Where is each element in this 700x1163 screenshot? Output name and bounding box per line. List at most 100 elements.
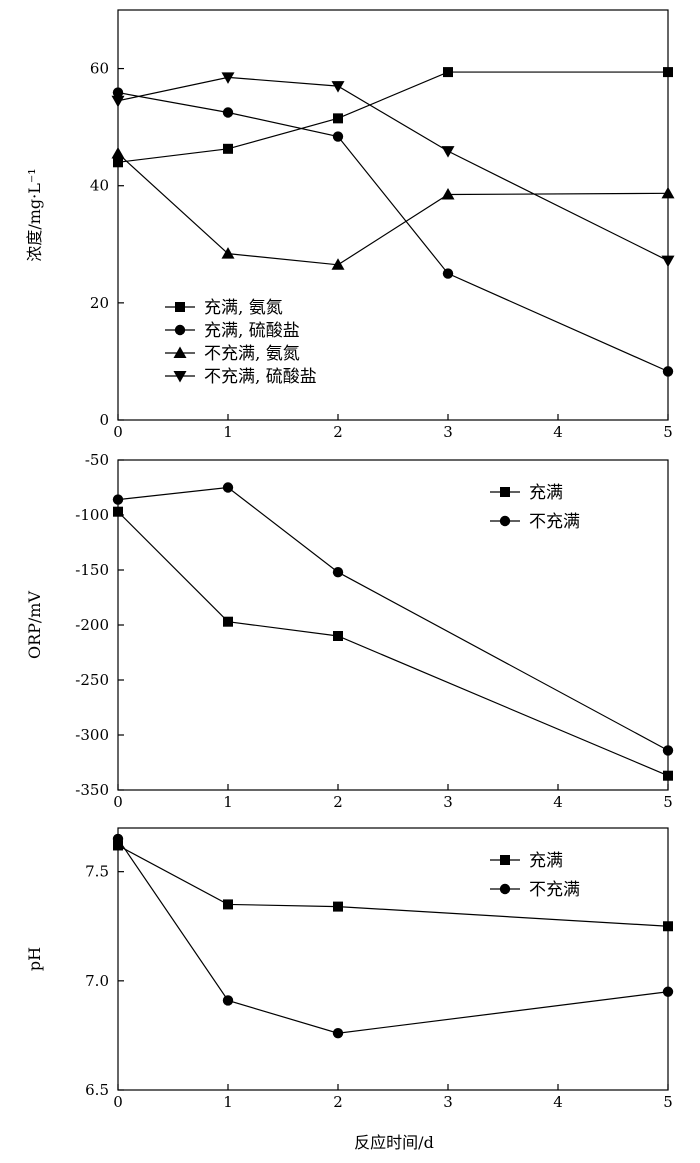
x-tick-label: 4 bbox=[553, 1093, 563, 1111]
data-point bbox=[112, 87, 124, 98]
x-tick-label: 4 bbox=[553, 793, 563, 811]
data-point bbox=[662, 986, 674, 997]
y-tick-label: -50 bbox=[85, 451, 109, 469]
data-point bbox=[222, 482, 234, 493]
x-tick-label: 3 bbox=[443, 423, 453, 441]
chart-panel-2: 0 1 2 3 4 5 -50 -100 -150 -200 -250 -300 -350 ORP/mV 充… bbox=[25, 451, 674, 811]
data-point bbox=[113, 840, 123, 851]
series-line bbox=[117, 76, 669, 262]
y-tick-label: 60 bbox=[90, 60, 109, 78]
x-tick-label: 0 bbox=[113, 1093, 123, 1111]
legend-label: 充满, 硫酸盐 bbox=[204, 321, 300, 341]
legend-label: 不充满, 硫酸盐 bbox=[204, 367, 317, 387]
x-tick-label: 0 bbox=[113, 423, 123, 441]
y-axis-title: ORP/mV bbox=[25, 591, 44, 659]
y-tick-label: -100 bbox=[75, 506, 109, 524]
legend-label: 不充满 bbox=[529, 512, 580, 532]
series-line bbox=[117, 486, 669, 751]
plot-frame bbox=[117, 9, 669, 421]
data-point bbox=[663, 921, 673, 932]
data-point bbox=[661, 186, 675, 199]
data-point bbox=[663, 770, 673, 781]
data-point bbox=[331, 258, 345, 270]
legend-marker bbox=[174, 324, 186, 336]
data-point bbox=[223, 143, 233, 154]
x-tick-label: 4 bbox=[553, 423, 563, 441]
legend-marker bbox=[173, 371, 187, 383]
data-point bbox=[331, 81, 345, 93]
data-point bbox=[113, 157, 123, 168]
x-tick-label: 5 bbox=[663, 793, 673, 811]
y-tick-label: 6.5 bbox=[85, 1081, 109, 1099]
legend-marker bbox=[499, 883, 511, 895]
x-tick-label: 5 bbox=[663, 1093, 673, 1111]
x-tick-label: 1 bbox=[223, 1093, 233, 1111]
y-tick-label: -250 bbox=[75, 671, 109, 689]
data-point bbox=[662, 366, 674, 377]
y-tick-label: 0 bbox=[99, 411, 109, 429]
data-point bbox=[221, 72, 235, 84]
x-tick-label: 1 bbox=[223, 423, 233, 441]
data-point bbox=[332, 567, 344, 578]
y-axis-title: pH bbox=[25, 947, 44, 971]
data-point bbox=[222, 107, 234, 118]
series-line bbox=[117, 91, 669, 372]
data-point bbox=[111, 147, 125, 159]
data-point bbox=[662, 745, 674, 756]
x-tick-label: 2 bbox=[333, 423, 343, 441]
legend-marker bbox=[499, 515, 511, 527]
data-point bbox=[112, 494, 124, 505]
series-line bbox=[117, 838, 669, 1034]
y-tick-label: -150 bbox=[75, 561, 109, 579]
legend-marker bbox=[173, 346, 187, 358]
data-point bbox=[113, 506, 123, 517]
x-tick-label: 1 bbox=[223, 793, 233, 811]
y-tick-label: 7.5 bbox=[85, 863, 109, 881]
x-tick-label: 3 bbox=[443, 1093, 453, 1111]
data-point bbox=[443, 67, 453, 78]
legend-marker bbox=[500, 855, 510, 865]
data-point bbox=[333, 631, 343, 641]
data-point bbox=[442, 268, 454, 279]
y-tick-label: 20 bbox=[90, 294, 109, 312]
data-point bbox=[112, 833, 124, 845]
y-tick-label: 40 bbox=[90, 177, 109, 195]
data-point bbox=[332, 1028, 344, 1039]
data-point bbox=[332, 131, 344, 142]
y-tick-label: -350 bbox=[75, 781, 109, 799]
y-tick-label: 7.0 bbox=[85, 972, 109, 990]
legend-marker bbox=[500, 487, 510, 497]
data-point bbox=[221, 247, 235, 259]
data-point bbox=[441, 146, 455, 158]
data-point bbox=[441, 188, 455, 200]
plot-frame bbox=[117, 827, 669, 1091]
y-tick-label: -300 bbox=[75, 726, 109, 744]
x-axis-title: 反应时间/d bbox=[354, 1133, 434, 1152]
x-tick-label: 5 bbox=[663, 423, 673, 441]
data-point bbox=[333, 113, 343, 124]
y-tick-label: -200 bbox=[75, 616, 109, 634]
legend-label: 不充满, 氨氮 bbox=[204, 344, 300, 364]
data-point bbox=[222, 995, 234, 1006]
y-axis-title: 浓度/mg·L⁻¹ bbox=[25, 168, 44, 261]
legend-label: 充满, 氨氮 bbox=[204, 298, 283, 318]
series-line bbox=[117, 71, 668, 163]
x-tick-label: 2 bbox=[333, 793, 343, 811]
legend-label: 充满 bbox=[529, 851, 563, 871]
legend-label: 充满 bbox=[529, 483, 563, 503]
x-tick-label: 3 bbox=[443, 793, 453, 811]
series-line bbox=[117, 511, 669, 777]
legend-label: 不充满 bbox=[529, 880, 580, 900]
data-point bbox=[663, 67, 673, 78]
series-line bbox=[117, 844, 669, 927]
data-point bbox=[661, 255, 675, 268]
series-line bbox=[117, 153, 669, 266]
x-tick-label: 2 bbox=[333, 1093, 343, 1111]
data-point bbox=[223, 616, 233, 627]
data-point bbox=[333, 901, 343, 912]
x-tick-label: 0 bbox=[113, 793, 123, 811]
data-point bbox=[223, 899, 233, 910]
